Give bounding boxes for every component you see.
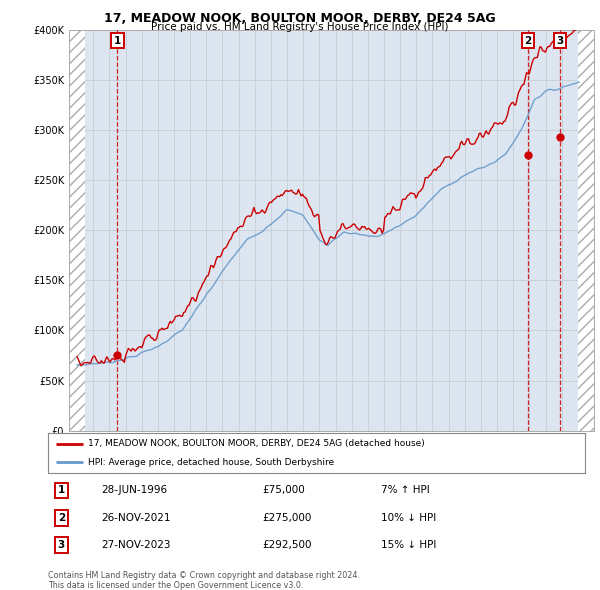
Text: 2: 2 xyxy=(524,35,532,45)
Text: 28-JUN-1996: 28-JUN-1996 xyxy=(102,486,168,496)
Text: 2: 2 xyxy=(58,513,65,523)
Text: 27-NOV-2023: 27-NOV-2023 xyxy=(102,540,171,550)
Bar xyxy=(69,30,85,431)
Text: 10% ↓ HPI: 10% ↓ HPI xyxy=(381,513,436,523)
Text: 17, MEADOW NOOK, BOULTON MOOR, DERBY, DE24 5AG (detached house): 17, MEADOW NOOK, BOULTON MOOR, DERBY, DE… xyxy=(88,440,425,448)
Text: 15% ↓ HPI: 15% ↓ HPI xyxy=(381,540,436,550)
Text: HPI: Average price, detached house, South Derbyshire: HPI: Average price, detached house, Sout… xyxy=(88,458,334,467)
Text: £275,000: £275,000 xyxy=(263,513,312,523)
Text: £75,000: £75,000 xyxy=(263,486,305,496)
Text: 17, MEADOW NOOK, BOULTON MOOR, DERBY, DE24 5AG: 17, MEADOW NOOK, BOULTON MOOR, DERBY, DE… xyxy=(104,12,496,25)
Text: 1: 1 xyxy=(58,486,65,496)
Text: £292,500: £292,500 xyxy=(263,540,313,550)
Text: Price paid vs. HM Land Registry's House Price Index (HPI): Price paid vs. HM Land Registry's House … xyxy=(151,22,449,32)
Bar xyxy=(578,30,594,431)
Text: 7% ↑ HPI: 7% ↑ HPI xyxy=(381,486,430,496)
Text: 1: 1 xyxy=(113,35,121,45)
Text: 3: 3 xyxy=(58,540,65,550)
Text: 3: 3 xyxy=(556,35,564,45)
Text: 26-NOV-2021: 26-NOV-2021 xyxy=(102,513,171,523)
Text: Contains HM Land Registry data © Crown copyright and database right 2024.
This d: Contains HM Land Registry data © Crown c… xyxy=(48,571,360,590)
